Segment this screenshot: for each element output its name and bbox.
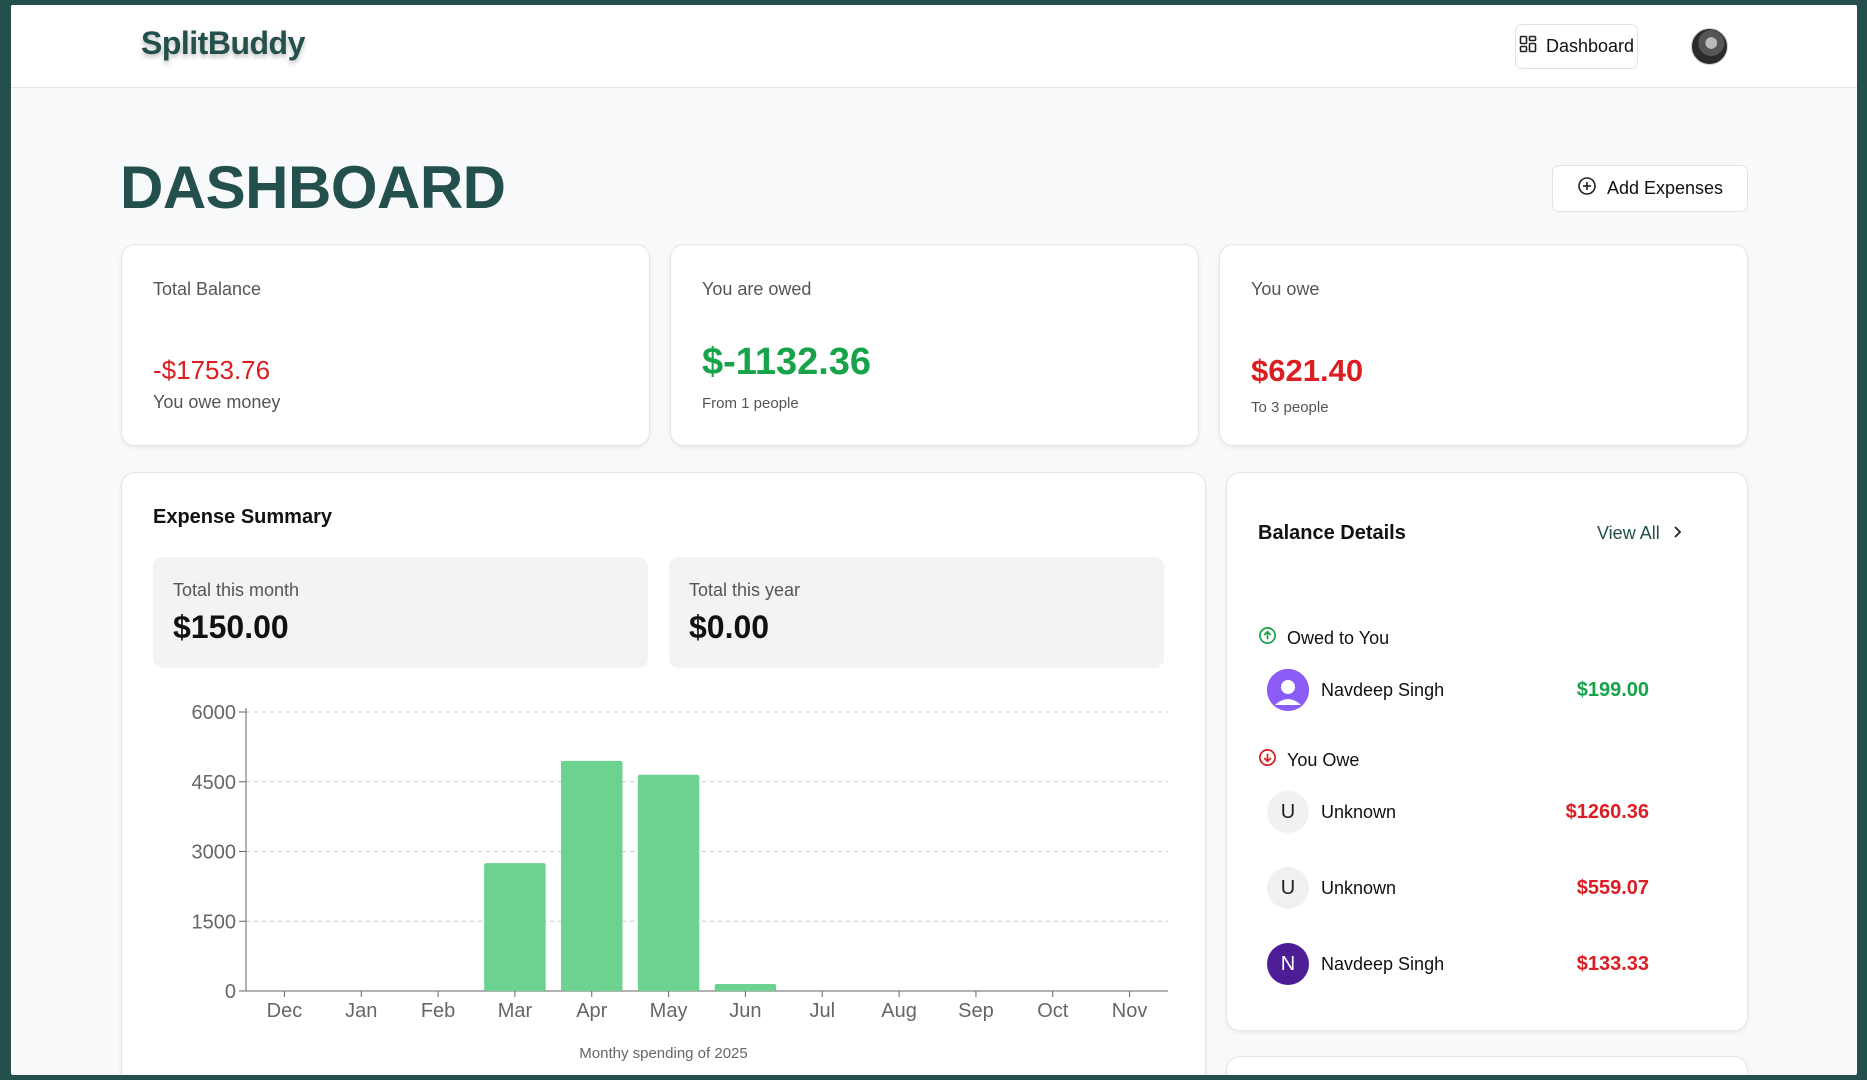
- you-owe-heading-label: You Owe: [1287, 749, 1360, 770]
- arrow-up-circle-icon: [1258, 626, 1277, 650]
- grid-icon: [1519, 35, 1537, 58]
- you-owe-card: You owe $621.40 To 3 people: [1219, 244, 1748, 446]
- chevron-right-icon: [1672, 523, 1682, 544]
- profile-avatar-icon: [1267, 669, 1309, 711]
- you-owe-sub: To 3 people: [1251, 399, 1329, 416]
- bar: [561, 760, 623, 991]
- x-tick-label: Feb: [421, 1000, 455, 1022]
- initial-avatar: U: [1267, 791, 1309, 833]
- y-tick-label: 3000: [192, 842, 237, 864]
- y-tick-label: 1500: [192, 911, 237, 933]
- you-are-owed-card: You are owed $-1132.36 From 1 people: [670, 244, 1199, 446]
- owe-person-name: Unknown: [1321, 877, 1397, 898]
- owed-to-you-heading: Owed to You: [1258, 626, 1389, 650]
- total-balance-sub: You owe money: [153, 392, 281, 412]
- owe-row[interactable]: U Unknown $1260.36: [1267, 791, 1697, 833]
- you-owe-heading: You Owe: [1258, 748, 1359, 772]
- page-title: DASHBOARD: [120, 154, 506, 221]
- owe-person-amount: $1260.36: [1565, 800, 1649, 823]
- y-tick-label: 4500: [192, 772, 237, 794]
- owe-row[interactable]: N Navdeep Singh $133.33: [1267, 943, 1697, 985]
- total-balance-card: Total Balance -$1753.76 You owe money: [121, 244, 650, 446]
- dashboard-nav-label: Dashboard: [1545, 36, 1635, 56]
- total-balance-value: -$1753.76: [153, 355, 271, 385]
- x-tick-label: Oct: [1037, 1000, 1069, 1022]
- y-tick-label: 6000: [192, 702, 237, 724]
- total-this-year-value: $0.00: [689, 609, 770, 645]
- total-this-year-box: Total this year $0.00: [669, 557, 1164, 668]
- owe-row[interactable]: U Unknown $559.07: [1267, 867, 1697, 909]
- bar: [714, 984, 777, 991]
- total-balance-label: Total Balance: [153, 279, 262, 299]
- expense-summary-card: Expense Summary Total this month $150.00…: [121, 472, 1206, 1075]
- chart-caption: Monthy spending of 2025: [579, 1045, 748, 1062]
- x-tick-label: Sep: [958, 1000, 994, 1022]
- you-are-owed-label: You are owed: [702, 279, 812, 299]
- x-tick-label: Jun: [729, 1000, 761, 1022]
- owed-row[interactable]: Navdeep Singh $199.00: [1267, 669, 1697, 711]
- you-owe-label: You owe: [1251, 279, 1320, 299]
- owe-person-name: Navdeep Singh: [1321, 953, 1445, 974]
- initial-avatar: U: [1267, 867, 1309, 909]
- arrow-down-circle-icon: [1258, 748, 1277, 772]
- balance-details-card: Balance Details View All Owed to You: [1226, 472, 1748, 1031]
- x-tick-label: Jan: [345, 1000, 377, 1022]
- initial-avatar: N: [1267, 943, 1309, 985]
- x-tick-label: Nov: [1112, 1000, 1148, 1022]
- owe-person-amount: $133.33: [1576, 952, 1649, 975]
- x-tick-label: Apr: [576, 1000, 607, 1022]
- you-are-owed-value: $-1132.36: [702, 341, 872, 383]
- expense-summary-title: Expense Summary: [153, 506, 332, 528]
- owed-person-amount: $199.00: [1576, 678, 1649, 701]
- dashboard-nav-button[interactable]: Dashboard: [1515, 24, 1638, 69]
- owe-person-name: Unknown: [1321, 801, 1397, 822]
- owed-to-you-label: Owed to You: [1287, 627, 1390, 648]
- total-this-month-value: $150.00: [173, 609, 289, 645]
- you-owe-value: $621.40: [1251, 353, 1364, 388]
- bar: [484, 863, 546, 991]
- x-tick-label: Dec: [267, 1000, 303, 1022]
- owe-person-amount: $559.07: [1576, 876, 1649, 899]
- total-this-year-label: Total this year: [689, 580, 801, 600]
- add-expenses-button[interactable]: Add Expenses: [1552, 165, 1748, 212]
- add-expenses-label: Add Expenses: [1606, 178, 1724, 198]
- owed-person-name: Navdeep Singh: [1321, 679, 1445, 700]
- y-tick-label: 0: [225, 981, 236, 1003]
- app-logo[interactable]: SplitBuddy: [141, 25, 305, 61]
- plus-circle-icon: [1577, 176, 1597, 201]
- view-all-label: View All: [1597, 523, 1660, 543]
- x-tick-label: May: [650, 1000, 688, 1022]
- x-tick-label: Aug: [881, 1000, 917, 1022]
- top-navbar: SplitBuddy Dashboard: [11, 5, 1857, 88]
- you-are-owed-sub: From 1 people: [702, 395, 799, 412]
- balance-details-title: Balance Details: [1258, 522, 1406, 544]
- monthly-spending-chart: 0 1500 3000 4500 6000 Dec Jan Feb Mar Apr May Jun Ju…: [192, 702, 1168, 1022]
- total-this-month-label: Total this month: [173, 580, 300, 600]
- x-tick-label: Mar: [498, 1000, 533, 1022]
- x-tick-label: Jul: [809, 1000, 835, 1022]
- bar: [637, 774, 700, 991]
- user-avatar[interactable]: [1691, 28, 1728, 65]
- view-all-link[interactable]: View All: [1597, 523, 1682, 544]
- total-this-month-box: Total this month $150.00: [153, 557, 648, 668]
- next-card: [1226, 1056, 1748, 1075]
- app-window: SplitBuddy Dashboard DASHBOARD Add E: [11, 5, 1857, 1075]
